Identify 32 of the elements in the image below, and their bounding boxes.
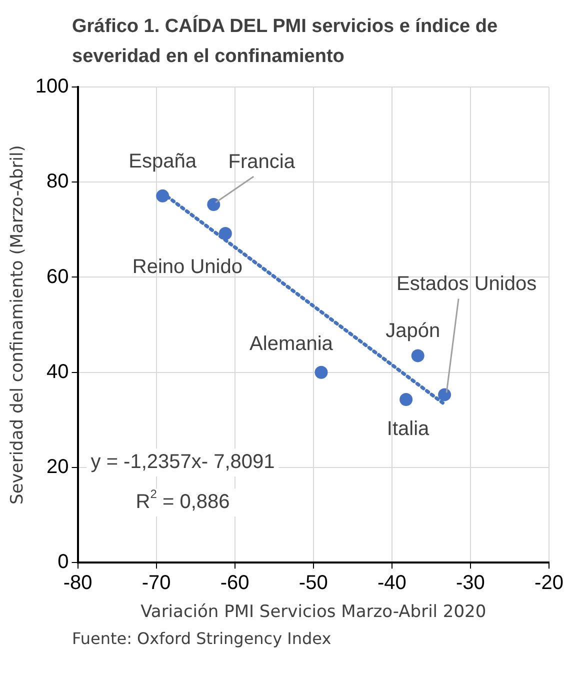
y-tick-label: 60 xyxy=(46,266,69,288)
x-tick-label: -50 xyxy=(298,572,328,594)
annotation: y = -1,2357x- 7,8091 xyxy=(90,451,275,474)
y-tick-label: 0 xyxy=(58,551,69,574)
point xyxy=(438,388,452,402)
y-tick-label: 100 xyxy=(35,76,69,98)
annotation: Japón xyxy=(386,320,440,342)
y-tick-label: 40 xyxy=(46,360,69,383)
x-tick-label: -30 xyxy=(456,572,485,594)
annotation: Reino Unido xyxy=(132,256,242,278)
y-tick-label: 20 xyxy=(46,456,69,478)
annotation: Italia xyxy=(386,418,430,440)
x-tick-label: -80 xyxy=(63,572,92,594)
point xyxy=(218,226,232,240)
point xyxy=(207,198,220,211)
x-axis-title: Variación PMI Servicios Marzo-Abril 2020 xyxy=(140,602,486,622)
annotation: España xyxy=(128,150,198,172)
x-tick-label: -20 xyxy=(534,572,564,594)
y-tick-label: 80 xyxy=(46,170,69,193)
x-tick-label: -40 xyxy=(377,572,406,594)
point xyxy=(156,189,170,202)
annotation: Estados Unidos xyxy=(396,273,537,296)
y-axis-title: Severidad del confinamiento (Marzo-Abril) xyxy=(8,145,28,504)
point xyxy=(314,366,328,379)
point xyxy=(411,349,424,362)
x-tick-label: -60 xyxy=(220,572,250,594)
x-tick-label: -70 xyxy=(142,572,171,594)
annotation: Francia xyxy=(228,150,296,173)
chart-title: Gráfico 1. CAÍDA DEL PMI servicios e índice de severidad en el confinamiento xyxy=(71,14,499,69)
annotation: Alemania xyxy=(250,332,334,355)
source-note: Fuente: Oxford Stringency Index xyxy=(71,628,332,648)
point xyxy=(400,392,413,406)
